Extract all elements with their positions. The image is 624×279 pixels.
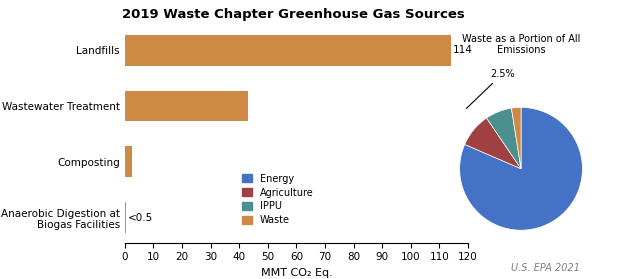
X-axis label: MMT CO₂ Eq.: MMT CO₂ Eq. [261,268,332,278]
Bar [125,91,248,121]
Wedge shape [460,107,582,230]
Text: 2.5%: 2.5% [466,69,515,109]
Wedge shape [465,118,521,169]
Text: U.S. EPA 2021: U.S. EPA 2021 [511,263,580,273]
Text: Waste as a Portion of All
Emissions: Waste as a Portion of All Emissions [462,34,580,55]
Wedge shape [512,107,521,169]
Bar [125,146,132,177]
Bar [125,35,451,66]
Legend: Energy, Agriculture, IPPU, Waste: Energy, Agriculture, IPPU, Waste [242,174,313,225]
Text: 114: 114 [453,45,473,55]
Text: <0.5: <0.5 [128,213,154,223]
Text: 2019 Waste Chapter Greenhouse Gas Sources: 2019 Waste Chapter Greenhouse Gas Source… [122,8,465,21]
Wedge shape [487,108,521,169]
